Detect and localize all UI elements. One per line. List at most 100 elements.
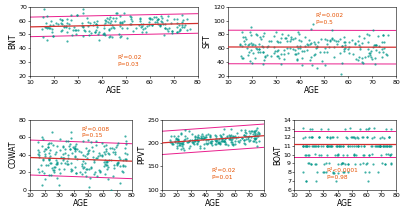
Point [379, 40, 386, 43]
Point [368, 49, 374, 53]
Point [361, 145, 367, 148]
Point [264, 53, 270, 57]
Point [62, 140, 69, 143]
Point [36, 170, 42, 173]
Point [180, 138, 187, 141]
Point [54, 162, 61, 165]
Point [168, 29, 175, 33]
Point [114, 143, 120, 146]
Point [49, 130, 55, 133]
Point [180, 19, 186, 22]
Point [84, 167, 90, 171]
Point [212, 136, 219, 140]
Point [293, 58, 300, 62]
Point [309, 135, 315, 139]
Point [186, 139, 193, 142]
Point [120, 163, 126, 167]
Point [253, 136, 260, 140]
Point [226, 135, 233, 138]
Point [192, 138, 198, 141]
Point [79, 159, 86, 163]
Point [93, 22, 100, 26]
Point [292, 37, 298, 40]
Point [175, 137, 182, 141]
Point [40, 158, 46, 161]
Point [52, 21, 59, 24]
Point [296, 32, 302, 36]
Point [295, 51, 301, 55]
Point [256, 132, 262, 136]
Point [278, 37, 284, 40]
Point [192, 139, 199, 143]
Point [102, 20, 109, 23]
Point [79, 162, 86, 165]
Point [334, 153, 341, 156]
Point [355, 136, 361, 139]
Point [363, 127, 369, 131]
Point [333, 40, 340, 43]
Point [295, 38, 302, 41]
Point [241, 139, 247, 142]
Point [290, 37, 296, 40]
Point [384, 153, 391, 156]
Y-axis label: SFT: SFT [203, 35, 212, 48]
Point [52, 158, 59, 162]
Point [365, 34, 372, 37]
Point [388, 127, 394, 131]
Point [230, 135, 236, 139]
Point [230, 135, 236, 138]
Point [90, 155, 96, 159]
Point [94, 23, 100, 26]
Point [284, 39, 290, 43]
Point [176, 141, 183, 144]
Point [36, 156, 42, 159]
Point [176, 27, 183, 30]
Point [80, 140, 87, 143]
Point [231, 135, 238, 138]
Point [359, 60, 366, 64]
Point [58, 29, 65, 33]
Point [234, 131, 241, 134]
Point [114, 162, 121, 165]
Point [40, 35, 46, 38]
Point [375, 145, 381, 148]
Point [313, 47, 320, 50]
Point [88, 140, 94, 144]
Point [280, 52, 287, 56]
Point [230, 143, 236, 146]
Point [65, 163, 72, 166]
Point [102, 33, 109, 36]
Point [90, 149, 96, 153]
Point [91, 20, 98, 23]
Point [278, 32, 285, 36]
Point [320, 144, 326, 148]
Point [45, 163, 52, 167]
Point [113, 11, 120, 14]
Point [94, 174, 100, 178]
Point [250, 52, 256, 55]
Point [342, 43, 349, 46]
Point [375, 34, 381, 37]
Point [306, 161, 312, 165]
Point [306, 153, 312, 157]
Point [335, 39, 341, 42]
Point [285, 51, 292, 54]
Point [292, 53, 298, 56]
Point [192, 139, 198, 142]
Point [228, 138, 234, 142]
Point [281, 48, 287, 51]
Point [366, 153, 373, 156]
Point [327, 144, 333, 148]
Point [346, 52, 352, 55]
Point [61, 147, 68, 151]
Point [44, 14, 50, 18]
Point [257, 35, 264, 39]
Point [308, 41, 314, 44]
Point [342, 47, 348, 50]
Point [36, 153, 42, 157]
Point [106, 158, 113, 162]
Point [352, 136, 358, 139]
Point [38, 183, 45, 186]
Point [154, 21, 160, 24]
Point [354, 58, 361, 61]
